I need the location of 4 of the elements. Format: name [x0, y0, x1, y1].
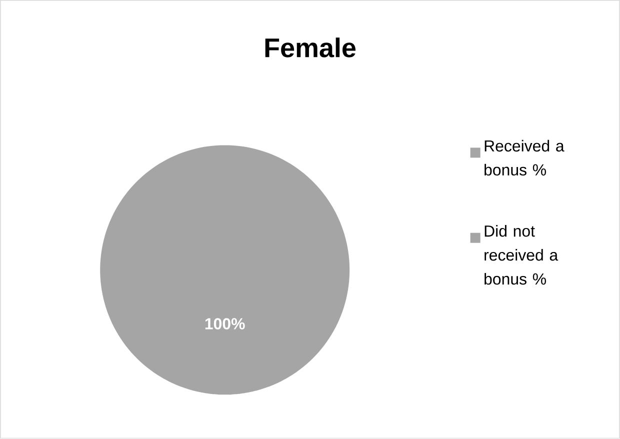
legend-label: Did not received a bonus %: [484, 225, 558, 285]
chart-title: Female: [265, 38, 356, 58]
legend-label: Received a bonus %: [484, 140, 564, 176]
data-label: 100%: [205, 318, 245, 330]
